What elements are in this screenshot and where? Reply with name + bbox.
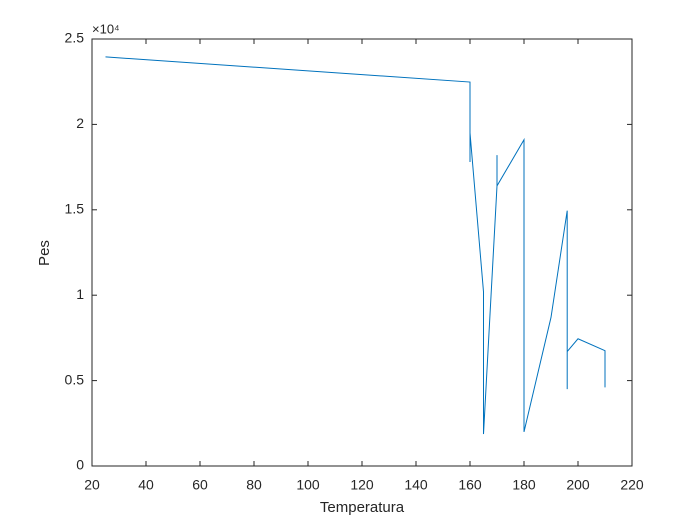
x-tick-label: 220 [620, 477, 644, 493]
x-tick-label: 100 [296, 477, 320, 493]
x-tick-label: 20 [84, 477, 100, 493]
x-tick-label: 120 [350, 477, 374, 493]
y-axis-label: Pes [36, 240, 53, 266]
x-tick-label: 160 [458, 477, 482, 493]
y-tick-label: 1.5 [65, 201, 85, 217]
x-tick-label: 60 [192, 477, 208, 493]
y-tick-label: 2 [76, 115, 84, 131]
x-axis-label: Temperatura [320, 499, 405, 516]
y-tick-label: 2.5 [65, 30, 85, 46]
y-exponent-label: ×10⁴ [92, 21, 120, 36]
x-tick-label: 40 [138, 477, 154, 493]
y-tick-label: 1 [76, 286, 84, 302]
y-tick-label: 0.5 [65, 371, 85, 387]
x-tick-label: 200 [566, 477, 590, 493]
x-tick-label: 80 [246, 477, 262, 493]
axes-box [91, 38, 633, 467]
data-line [105, 56, 606, 435]
x-tick-label: 180 [512, 477, 536, 493]
y-tick-label: 0 [76, 457, 84, 473]
x-tick-label: 140 [404, 477, 428, 493]
